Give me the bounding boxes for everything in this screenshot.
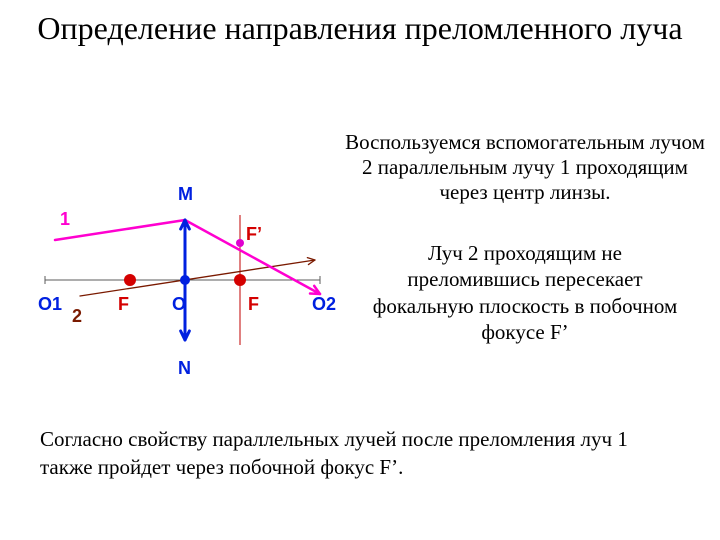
- paragraph-1: Воспользуемся вспомогательным лучом 2 па…: [340, 130, 710, 206]
- paragraph-2: Луч 2 проходящим не преломившись пересек…: [360, 240, 690, 345]
- lens-diagram: M N O O1 O2 F F F’ 1 2: [20, 160, 340, 400]
- diagram-label-M: M: [178, 184, 193, 205]
- diagram-label-F_right: F: [248, 294, 259, 315]
- diagram-label-N: N: [178, 358, 191, 379]
- diagram-label-F_left: F: [118, 294, 129, 315]
- diagram-label-O1: O1: [38, 294, 62, 315]
- diagram-label-ray1: 1: [60, 209, 70, 230]
- slide: Определение направления преломленного лу…: [0, 0, 720, 540]
- paragraph-3: Согласно свойству параллельных лучей пос…: [40, 425, 680, 482]
- slide-title: Определение направления преломленного лу…: [0, 10, 720, 47]
- diagram-label-O2: O2: [312, 294, 336, 315]
- diagram-label-O: O: [172, 294, 186, 315]
- diagram-label-ray2: 2: [72, 306, 82, 327]
- diagram-label-Fprime: F’: [246, 224, 262, 245]
